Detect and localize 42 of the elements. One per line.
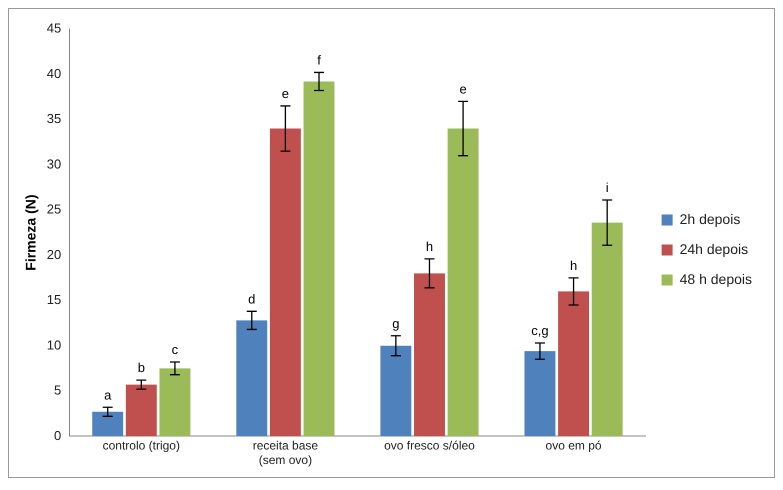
data-label: f [317,52,322,68]
bar [92,412,124,436]
data-label: a [104,387,112,402]
bar [414,273,445,436]
data-label: d [248,291,256,306]
data-label: g [392,316,400,331]
x-tick-label: ovo fresco s/óleo [384,438,476,453]
y-tick-label: 20 [46,246,62,262]
data-label: h [426,238,434,254]
x-tick-label: ovo em pó [546,438,602,453]
bar [524,351,556,436]
bar [448,128,479,436]
legend-label: 48 h depois [680,270,752,287]
y-tick-label: 5 [54,382,62,398]
legend-label: 2h depois [680,210,740,227]
y-tick-label: 35 [46,111,62,126]
y-tick-label: 25 [46,202,62,217]
bar [126,384,157,436]
bar [304,81,334,436]
data-label: e [282,86,290,101]
y-tick-label: 0 [54,428,62,443]
y-tick-label: 10 [46,337,62,352]
y-tick-label: 45 [46,20,62,36]
y-axis-title: Firmeza (N) [22,194,38,271]
bar [380,346,412,436]
bar [270,128,301,436]
bar [558,291,590,436]
data-label: c [172,342,179,358]
bar [592,222,623,436]
data-label: b [138,360,145,376]
y-tick-label: 40 [46,66,62,81]
y-tick-label: 30 [46,156,62,172]
legend-label: 24h depois [680,240,748,257]
data-label: h [570,258,578,273]
x-tick-label: controlo (trigo) [102,438,180,453]
bar [236,320,268,436]
bar [159,368,190,436]
data-label: c,g [531,323,549,338]
data-label: i [606,180,609,196]
y-tick-label: 15 [46,292,62,308]
data-label: e [459,81,467,96]
x-tick-label: receita base (sem ovo) [252,438,318,468]
